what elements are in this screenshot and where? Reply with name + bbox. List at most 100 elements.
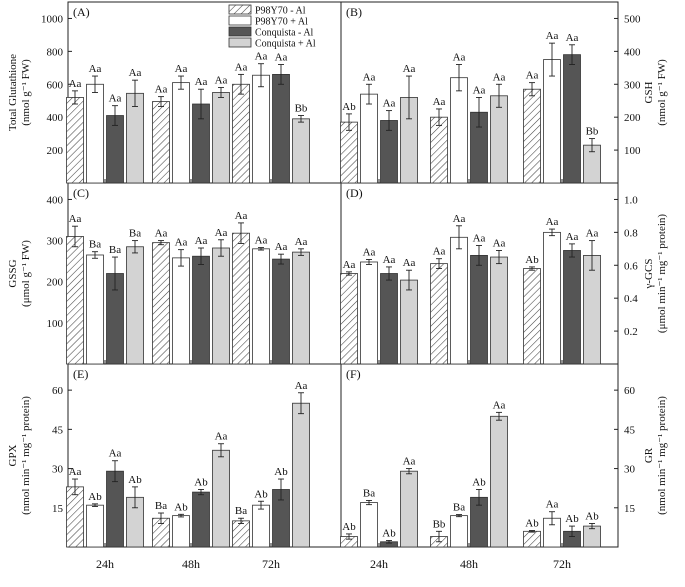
significance-label: Aa	[275, 241, 288, 253]
significance-label: Aa	[453, 213, 466, 225]
significance-label: Aa	[255, 51, 268, 63]
bar-p98y70-al	[360, 261, 378, 365]
bar-conquista-al	[272, 258, 290, 365]
y-tick-label: 30	[52, 464, 64, 476]
significance-label: Aa	[215, 75, 228, 87]
significance-label: Aa	[453, 52, 466, 64]
y-tick-label: 30	[624, 464, 636, 476]
y-tick-label: 500	[624, 13, 641, 25]
significance-label: Ab	[525, 518, 539, 530]
y-axis-title-unit: (nmol g⁻¹ FW)	[20, 59, 32, 126]
significance-label: Aa	[69, 466, 82, 478]
x-tick-label: 48h	[182, 557, 200, 571]
bar-p98y70-al	[86, 504, 104, 548]
bar-conquista-al	[400, 279, 418, 365]
significance-label: Aa	[155, 228, 168, 240]
bar-p98y70-al	[172, 257, 190, 365]
significance-label: Ba	[129, 228, 141, 240]
bar-p98y70-al	[66, 486, 84, 548]
y-axis-title-name: GSH	[643, 81, 655, 103]
significance-label: Ab	[585, 510, 599, 522]
significance-label: Aa	[403, 257, 416, 269]
bar-p98y70-al	[450, 77, 468, 184]
significance-label: Bb	[433, 518, 446, 530]
significance-label: Aa	[473, 84, 486, 96]
significance-label: Ab	[128, 474, 142, 486]
legend-swatch-p98y70-al	[228, 4, 252, 15]
bar-p98y70-al	[523, 530, 541, 548]
y-tick-label: 0.4	[624, 293, 638, 305]
y-tick-label: 60	[624, 385, 636, 397]
significance-label: Aa	[546, 30, 559, 42]
y-axis-title-unit: (nmol min⁻¹ mg⁻¹ protein)	[656, 396, 668, 515]
bar-p98y70-al	[360, 93, 378, 184]
bar-p98y70-al	[450, 515, 468, 548]
legend-label-p98y70-al: P98Y70 + Al	[255, 17, 308, 28]
legend-label-conquista-al: Conquista - Al	[255, 28, 314, 39]
y-axis-title: GR(nmol min⁻¹ mg⁻¹ protein)	[643, 396, 668, 515]
y-tick-label: 600	[47, 79, 64, 91]
bar-p98y70-al	[152, 101, 170, 184]
bar-p98y70-al	[543, 231, 561, 365]
legend-swatch-conquista-al	[228, 26, 252, 37]
significance-label: Aa	[109, 448, 122, 460]
panel-label: (B)	[346, 5, 362, 19]
significance-label: Aa	[566, 231, 579, 243]
y-tick-label: 200	[47, 277, 64, 289]
significance-label: Ab	[254, 488, 268, 500]
y-axis-title-unit: (nmol min⁻¹ mg⁻¹ protein)	[20, 396, 32, 515]
bar-conquista-al	[563, 250, 581, 365]
y-axis-title-name: GR	[643, 447, 655, 463]
significance-label: Aa	[109, 93, 122, 105]
significance-label: Ba	[155, 500, 167, 512]
legend-swatch-p98y70-al	[228, 15, 252, 26]
panel-a: (A) 200 400 600 800 1000 Total Glutathione(nmo…	[7, 5, 310, 184]
bar-p98y70-al	[430, 263, 448, 365]
significance-label: Ba	[453, 502, 465, 514]
y-axis-title: GPX(nmol min⁻¹ mg⁻¹ protein)	[7, 396, 32, 515]
y-tick-label: 300	[624, 79, 641, 91]
bar-p98y70-al	[252, 248, 270, 365]
bar-p98y70-al	[360, 502, 378, 548]
bar-p98y70-al	[232, 83, 250, 184]
significance-label: Aa	[255, 235, 268, 247]
bar-p98y70-al	[450, 236, 468, 365]
significance-label: Aa	[403, 456, 416, 468]
bar-p98y70-al	[172, 82, 190, 184]
significance-label: Aa	[493, 71, 506, 83]
y-tick-label: 200	[624, 112, 641, 124]
significance-label: Ab	[472, 476, 486, 488]
bar-p98y70-al	[340, 273, 358, 365]
significance-label: Aa	[155, 84, 168, 96]
bar-conquista-al	[583, 254, 601, 365]
x-tick-label: 72h	[553, 557, 571, 571]
bar-conquista-al	[212, 92, 230, 184]
significance-label: Ab	[382, 527, 396, 539]
bar-p98y70-al	[340, 121, 358, 184]
y-axis-title-unit: (μmol min⁻¹ mg⁻¹ protein)	[656, 214, 668, 333]
x-tick-label: 72h	[262, 557, 280, 571]
significance-label: Ab	[342, 521, 356, 533]
significance-label: Aa	[69, 213, 82, 225]
y-axis-title: GSH(nmol g⁻¹ FW)	[643, 59, 668, 126]
significance-label: Ba	[235, 505, 247, 517]
bar-p98y70-al	[66, 236, 84, 365]
y-tick-label: 1000	[41, 13, 64, 25]
significance-label: Aa	[275, 52, 288, 64]
y-tick-label: 100	[624, 145, 641, 157]
bar-conquista-al	[583, 525, 601, 548]
panel-label: (D)	[346, 186, 363, 200]
bar-p98y70-al	[430, 116, 448, 184]
bar-conquista-al	[212, 247, 230, 365]
significance-label: Ab	[342, 101, 356, 113]
significance-label: Aa	[69, 78, 82, 90]
significance-label: Aa	[215, 431, 228, 443]
significance-label: Aa	[433, 246, 446, 258]
significance-label: Aa	[235, 210, 248, 222]
y-tick-label: 45	[624, 424, 636, 436]
significance-label: Aa	[566, 32, 579, 44]
significance-label: Aa	[175, 63, 188, 75]
y-tick-label: 1.0	[624, 194, 638, 206]
y-tick-label: 0.8	[624, 227, 638, 239]
